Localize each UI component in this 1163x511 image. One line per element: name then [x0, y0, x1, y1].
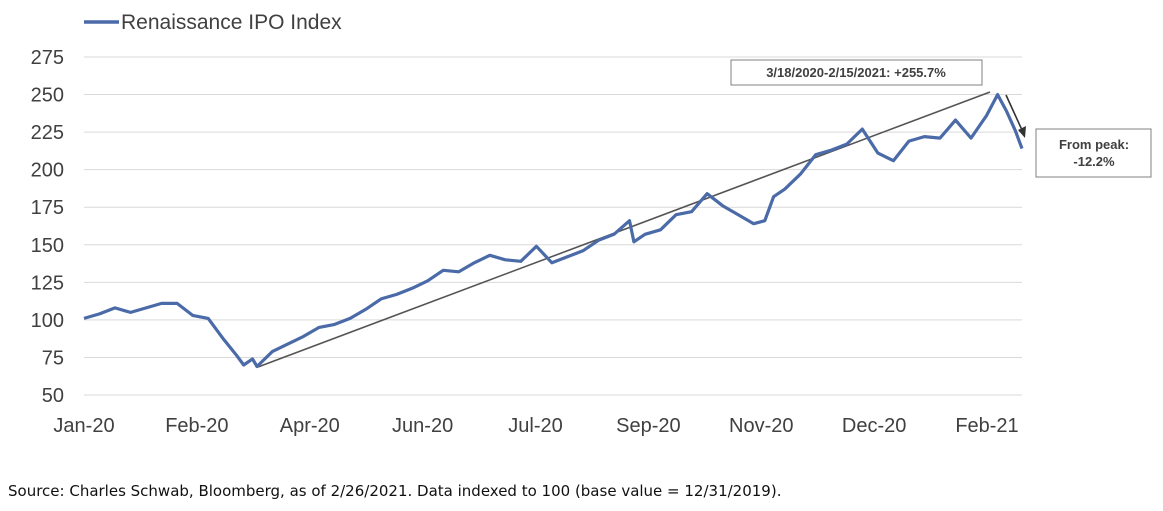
trend-line [257, 91, 991, 368]
y-tick-label: 75 [42, 347, 64, 369]
gridlines [84, 56, 1022, 396]
y-tick-label: 100 [31, 310, 64, 332]
x-tick-label: Sep-20 [616, 415, 681, 437]
series-line-renaissance-ipo-index [83, 93, 1024, 369]
y-tick-label: 175 [31, 197, 64, 219]
legend: Renaissance IPO Index [84, 11, 342, 34]
x-tick-label: Nov-20 [729, 415, 793, 437]
trend-callout-box [730, 59, 983, 86]
x-tick-label: Jul-20 [508, 415, 562, 437]
y-tick-label: 275 [31, 47, 64, 69]
peak-callout-line2: -12.2% [1073, 154, 1115, 169]
trend-callout-label: 3/18/2020-2/15/2021: +255.7% [766, 65, 946, 80]
y-axis-tick-labels: 50 75 100 125 150 175 200 225 250 275 [31, 47, 64, 407]
peak-callout-line1: From peak: [1059, 137, 1129, 152]
x-tick-label: Feb-21 [955, 415, 1018, 437]
x-tick-label: Jan-20 [53, 415, 114, 437]
y-tick-label: 225 [31, 122, 64, 144]
y-tick-label: 150 [31, 235, 64, 257]
trend-callout: 3/18/2020-2/15/2021: +255.7% [730, 59, 983, 86]
x-axis-tick-labels: Jan-20 Feb-20 Apr-20 Jun-20 Jul-20 Sep-20 Nov-… [53, 415, 1018, 437]
peak-decline-arrowhead [1018, 126, 1026, 138]
x-tick-label: Feb-20 [165, 415, 228, 437]
x-tick-label: Jun-20 [392, 415, 453, 437]
line-chart: 50 75 100 125 150 175 200 225 250 275 Jan-20 Feb-2… [31, 11, 1152, 437]
peak-callout-box [1035, 128, 1152, 178]
y-tick-label: 200 [31, 160, 64, 182]
y-tick-label: 250 [31, 85, 64, 107]
peak-callout: From peak: -12.2% [1035, 128, 1152, 178]
source-note: Source: Charles Schwab, Bloomberg, as of… [8, 482, 782, 500]
peak-decline-arrow-line [1005, 94, 1023, 131]
legend-label: Renaissance IPO Index [121, 11, 342, 34]
x-tick-label: Apr-20 [280, 415, 340, 437]
y-tick-label: 125 [31, 272, 64, 294]
y-tick-label: 50 [42, 385, 64, 407]
x-tick-label: Dec-20 [842, 415, 906, 437]
